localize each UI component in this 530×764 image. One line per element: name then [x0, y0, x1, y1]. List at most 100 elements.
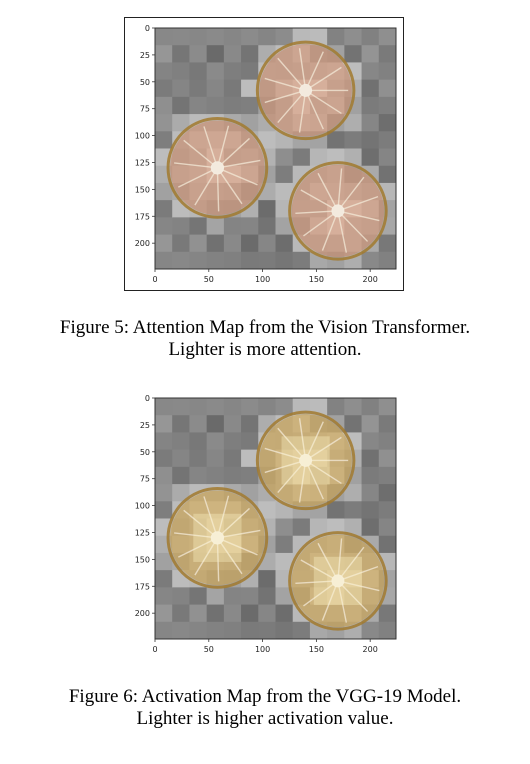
- y-tick-label: 125: [135, 528, 150, 537]
- patch-cell: [206, 62, 225, 81]
- patch-cell: [206, 432, 225, 451]
- patch-cell: [223, 621, 242, 639]
- patch-cell: [155, 234, 173, 253]
- patch-cell: [378, 415, 396, 433]
- patch-cell: [241, 217, 259, 236]
- patch-cell: [361, 79, 380, 98]
- patch-cell: [275, 552, 294, 571]
- patch-cell: [223, 432, 242, 451]
- patch-cell: [361, 415, 380, 433]
- plot-axes-frame: [154, 27, 397, 270]
- patch-cell: [189, 432, 208, 451]
- patch-cell: [206, 398, 225, 416]
- patch-cell: [155, 466, 173, 485]
- patch-cell: [258, 621, 276, 639]
- x-tick-label: 0: [152, 645, 157, 654]
- patch-cell: [206, 79, 225, 98]
- patch-cell: [206, 587, 225, 606]
- patch-cell: [172, 415, 190, 433]
- patch-cell: [378, 484, 396, 502]
- patch-cell: [172, 96, 190, 115]
- patch-cell: [155, 251, 173, 269]
- patch-cell: [275, 148, 294, 167]
- patch-cell: [189, 604, 208, 623]
- patch-cell: [155, 621, 173, 639]
- y-tick-label: 150: [135, 555, 150, 564]
- x-tick-label: 200: [363, 275, 378, 284]
- patch-cell: [223, 45, 242, 63]
- patch-cell: [172, 621, 190, 639]
- patch-cell: [241, 62, 259, 81]
- patch-cell: [241, 398, 259, 416]
- plot-axes-frame: [154, 397, 397, 640]
- patch-cell: [223, 79, 242, 98]
- patch-cell: [344, 148, 363, 167]
- patch-cell: [241, 251, 259, 269]
- patch-cell: [378, 62, 396, 81]
- patch-cell: [361, 251, 380, 269]
- patch-cell: [223, 449, 242, 468]
- patch-cell: [241, 449, 259, 468]
- patch-cell: [241, 466, 259, 485]
- y-tick-label: 50: [140, 448, 150, 457]
- patch-cell: [327, 131, 345, 149]
- patch-cell: [189, 234, 208, 253]
- patch-cell: [223, 415, 242, 433]
- patch-cell: [361, 449, 380, 468]
- patch-cell: [206, 621, 225, 639]
- patch-cell: [155, 570, 173, 588]
- patch-cell: [189, 217, 208, 236]
- y-tick-label: 150: [135, 185, 150, 194]
- patch-cell: [309, 518, 328, 537]
- patch-cell: [344, 484, 363, 502]
- patch-cell: [378, 114, 396, 132]
- patch-cell: [361, 148, 380, 167]
- figure-5-caption: Figure 5: Attention Map from the Vision …: [0, 317, 530, 361]
- patch-cell: [206, 217, 225, 236]
- patch-cell: [172, 234, 190, 253]
- patch-cell: [155, 217, 173, 236]
- patch-cell: [189, 398, 208, 416]
- patch-cell: [223, 604, 242, 623]
- y-tick-label: 100: [135, 502, 150, 511]
- figure-6-caption: Figure 6: Activation Map from the VGG-19…: [0, 686, 530, 730]
- patch-cell: [172, 449, 190, 468]
- patch-cell: [189, 45, 208, 63]
- patch-cell: [361, 28, 380, 46]
- patch-cell: [206, 234, 225, 253]
- patch-cell: [241, 432, 259, 451]
- patch-cell: [361, 466, 380, 485]
- patch-cell: [292, 621, 311, 639]
- orange-slice: [166, 487, 269, 589]
- patch-cell: [275, 165, 294, 184]
- patch-cell: [344, 131, 363, 149]
- patch-cell: [206, 415, 225, 433]
- patch-cell: [309, 148, 328, 167]
- patch-cell: [155, 432, 173, 451]
- patch-cell: [361, 621, 380, 639]
- patch-cell: [241, 28, 259, 46]
- patch-cell: [241, 234, 259, 253]
- patch-cell: [189, 587, 208, 606]
- patch-cell: [258, 501, 276, 519]
- figure-6-caption-line-2: Lighter is higher activation value.: [136, 708, 394, 729]
- patch-cell: [344, 415, 363, 433]
- patch-cell: [241, 604, 259, 623]
- y-tick-label: 25: [140, 51, 150, 60]
- patch-cell: [155, 587, 173, 606]
- figure-5-attention-plot: 0 25 50 75 100 125 150 175 200 0 50 100 150 200: [135, 24, 397, 284]
- patch-cell: [223, 96, 242, 115]
- x-tick-label: 0: [152, 275, 157, 284]
- x-tick-label: 50: [204, 275, 214, 284]
- patch-cell: [258, 200, 276, 218]
- patch-cell: [378, 604, 396, 623]
- patch-cell: [378, 45, 396, 63]
- patch-cell: [155, 415, 173, 433]
- patch-cell: [258, 28, 276, 46]
- patch-cell: [378, 535, 396, 554]
- patch-cell: [155, 604, 173, 623]
- patch-cell: [223, 234, 242, 253]
- patch-cell: [258, 234, 276, 253]
- patch-cell: [189, 415, 208, 433]
- patch-cell: [378, 518, 396, 537]
